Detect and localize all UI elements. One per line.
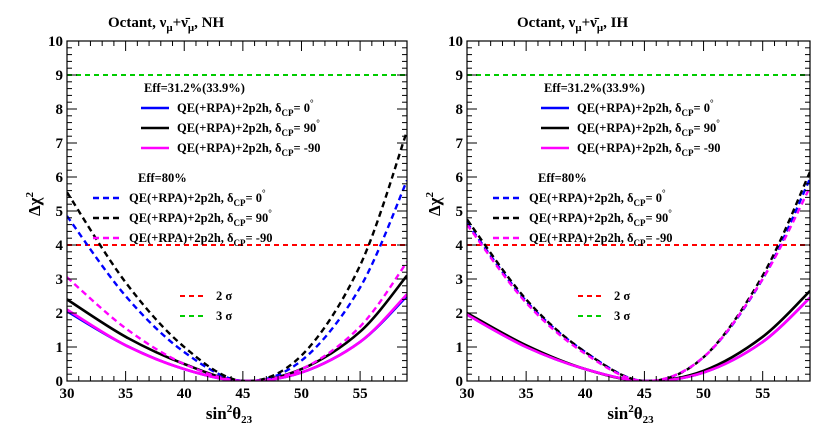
y-tick-label: 7 bbox=[56, 136, 64, 152]
y-tick-label: 1 bbox=[56, 340, 64, 356]
x-tick-label: 45 bbox=[235, 386, 250, 402]
sigma-legend: 2 σ3 σ bbox=[180, 289, 232, 323]
x-axis-label: sin2θ23 bbox=[607, 403, 654, 426]
legend-group-0: Eff=31.2%(33.9%)QE(+RPA)+2p2h, δCP= 0°QE… bbox=[541, 81, 720, 158]
legend-entry-label: QE(+RPA)+2p2h, δCP= 90° bbox=[529, 208, 672, 228]
y-tick-label: 2 bbox=[56, 306, 64, 322]
sigma-legend-label: 3 σ bbox=[614, 309, 630, 323]
y-tick-label: 4 bbox=[56, 238, 64, 254]
chart-title: Octant, νμ+ν̄μ, IH bbox=[517, 15, 628, 34]
series-line-5 bbox=[67, 261, 407, 381]
x-tick-label: 45 bbox=[637, 386, 652, 402]
legend-entry-label: QE(+RPA)+2p2h, δCP= 0° bbox=[177, 98, 314, 118]
series-line-4 bbox=[67, 130, 407, 381]
y-tick-label: 3 bbox=[56, 272, 64, 288]
legend-heading: Eff=31.2%(33.9%) bbox=[544, 81, 645, 95]
y-axis-label: Δχ2 bbox=[24, 191, 44, 216]
legend-entry-label: QE(+RPA)+2p2h, δCP= 90° bbox=[177, 118, 320, 138]
series-line-3 bbox=[467, 178, 810, 381]
legend-entry-label: QE(+RPA)+2p2h, δCP= -90 bbox=[129, 231, 272, 248]
series-line-0 bbox=[67, 295, 407, 381]
y-tick-label: 10 bbox=[48, 34, 63, 50]
y-tick-label: 10 bbox=[448, 34, 463, 50]
y-tick-label: 3 bbox=[456, 272, 464, 288]
x-tick-label: 50 bbox=[294, 386, 309, 402]
legend-entry-label: QE(+RPA)+2p2h, δCP= 0° bbox=[129, 188, 266, 208]
x-tick-label: 40 bbox=[177, 386, 192, 402]
y-tick-label: 2 bbox=[456, 306, 464, 322]
series-line-2 bbox=[467, 296, 810, 381]
legend-heading: Eff=80% bbox=[538, 171, 587, 185]
legend-heading: Eff=80% bbox=[138, 171, 187, 185]
series-group bbox=[67, 130, 407, 381]
legend-heading: Eff=31.2%(33.9%) bbox=[144, 81, 245, 95]
sigma-legend-label: 3 σ bbox=[216, 309, 232, 323]
y-axis-label: Δχ2 bbox=[424, 191, 444, 216]
series-line-2 bbox=[67, 293, 407, 381]
chart-title: Octant, νμ+ν̄μ, NH bbox=[108, 15, 224, 34]
series-line-4 bbox=[467, 171, 810, 381]
series-line-3 bbox=[67, 179, 407, 381]
y-tick-label: 0 bbox=[456, 374, 464, 390]
x-tick-label: 40 bbox=[578, 386, 593, 402]
y-tick-label: 6 bbox=[56, 170, 64, 186]
series-line-1 bbox=[67, 274, 407, 381]
y-tick-label: 0 bbox=[56, 374, 64, 390]
legend-entry-label: QE(+RPA)+2p2h, δCP= 0° bbox=[529, 188, 666, 208]
y-tick-label: 5 bbox=[456, 204, 464, 220]
y-tick-label: 4 bbox=[456, 238, 464, 254]
x-axis-label: sin2θ23 bbox=[206, 403, 253, 426]
legend-group-0: Eff=31.2%(33.9%)QE(+RPA)+2p2h, δCP= 0°QE… bbox=[141, 81, 320, 158]
y-tick-label: 1 bbox=[456, 340, 464, 356]
legend-entry-label: QE(+RPA)+2p2h, δCP= -90 bbox=[577, 141, 720, 158]
x-tick-label: 30 bbox=[460, 386, 475, 402]
x-tick-label: 35 bbox=[118, 386, 133, 402]
legend-entry-label: QE(+RPA)+2p2h, δCP= 0° bbox=[577, 98, 714, 118]
legend-group-1: Eff=80%QE(+RPA)+2p2h, δCP= 0°QE(+RPA)+2p… bbox=[93, 171, 272, 248]
y-tick-label: 9 bbox=[456, 68, 464, 84]
y-tick-label: 6 bbox=[456, 170, 464, 186]
legend-entry-label: QE(+RPA)+2p2h, δCP= -90 bbox=[177, 141, 320, 158]
x-tick-label: 50 bbox=[696, 386, 711, 402]
y-tick-label: 9 bbox=[56, 68, 64, 84]
sigma-legend: 2 σ3 σ bbox=[578, 289, 630, 323]
y-tick-label: 7 bbox=[456, 136, 464, 152]
series-line-1 bbox=[467, 289, 810, 381]
x-tick-label: 55 bbox=[353, 386, 368, 402]
x-tick-label: 30 bbox=[60, 386, 75, 402]
legend-group-1: Eff=80%QE(+RPA)+2p2h, δCP= 0°QE(+RPA)+2p… bbox=[493, 171, 672, 248]
sigma-legend-label: 2 σ bbox=[216, 289, 232, 303]
y-tick-label: 5 bbox=[56, 204, 64, 220]
y-tick-label: 8 bbox=[56, 102, 64, 118]
series-group bbox=[467, 171, 810, 381]
x-tick-label: 55 bbox=[755, 386, 770, 402]
x-tick-label: 35 bbox=[519, 386, 534, 402]
legend-entry-label: QE(+RPA)+2p2h, δCP= -90 bbox=[529, 231, 672, 248]
sigma-legend-label: 2 σ bbox=[614, 289, 630, 303]
y-tick-label: 8 bbox=[456, 102, 464, 118]
legend-entry-label: QE(+RPA)+2p2h, δCP= 90° bbox=[577, 118, 720, 138]
legend-entry-label: QE(+RPA)+2p2h, δCP= 90° bbox=[129, 208, 272, 228]
